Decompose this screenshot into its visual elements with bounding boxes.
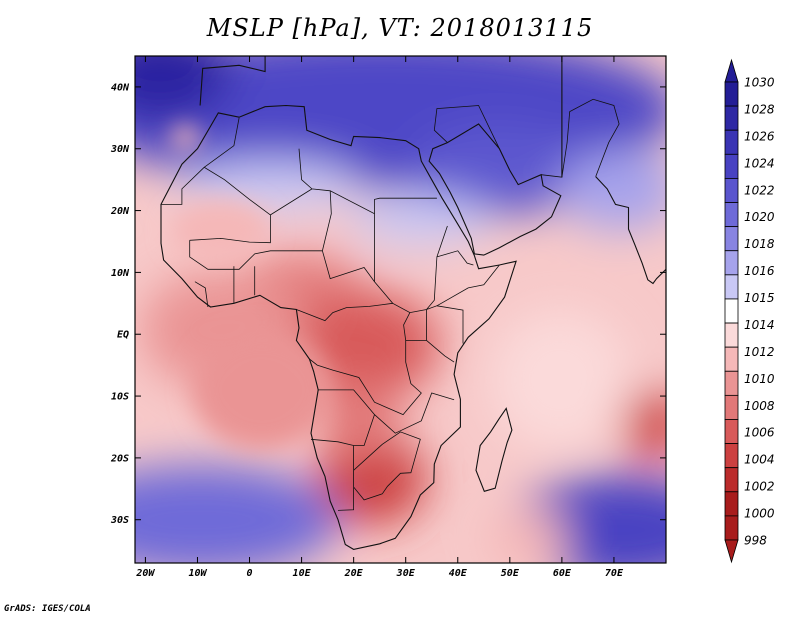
lon-tick-label: 10E xyxy=(293,568,312,579)
colorbar-swatch xyxy=(724,226,739,252)
arabia-coastline xyxy=(428,123,562,256)
colorbar-label: 1022 xyxy=(744,183,775,197)
colorbar-label: 1028 xyxy=(744,102,775,116)
colorbar-label: 1015 xyxy=(744,291,775,305)
lon-tick-label: 10W xyxy=(188,568,207,579)
madagascar-coastline xyxy=(475,407,513,492)
colorbar-label: 1008 xyxy=(744,399,775,413)
lon-tick-label: 20E xyxy=(344,568,364,579)
map-title: MSLP [hPa], VT: 2018013115 xyxy=(206,14,594,42)
lon-tick-label: 50E xyxy=(501,568,520,579)
colorbar-swatch xyxy=(724,443,739,469)
colorbar-label: 1024 xyxy=(744,156,775,170)
colorbar-swatch xyxy=(724,178,739,203)
colorbar-label: 1000 xyxy=(744,507,775,521)
country-borders xyxy=(161,98,620,511)
colorbar-swatch xyxy=(724,467,739,493)
europe-coastline xyxy=(135,56,266,106)
lat-tick-label: EQ xyxy=(117,330,129,341)
lon-tick-label: 40E xyxy=(449,568,468,579)
lat-tick-label: 20S xyxy=(110,453,129,464)
lon-tick-label: 30E xyxy=(396,568,416,579)
colorbar-label: 1010 xyxy=(744,372,775,386)
colorbar-swatch xyxy=(724,394,739,420)
colorbar-swatch xyxy=(724,250,739,276)
colorbar-label: 1030 xyxy=(744,76,775,90)
colorbar-swatch xyxy=(724,370,739,396)
lon-tick-label: 0 xyxy=(247,568,253,579)
axis-ticks: 40N 30N 20N 10N EQ 10S 20S 30S 20W 10W 0 10E 20E 30E 4… xyxy=(110,56,666,579)
lat-tick-label: 10S xyxy=(111,392,129,403)
india-coastline xyxy=(561,56,666,285)
colorbar-label: 1004 xyxy=(744,453,775,467)
colorbar-label: 1026 xyxy=(744,129,775,143)
grads-credit: GrADS: IGES/COLA xyxy=(4,604,91,614)
colorbar-swatch xyxy=(724,153,739,179)
colorbar-swatch xyxy=(724,129,739,155)
colorbar-label: 1016 xyxy=(744,264,775,278)
lat-tick-label: 30N xyxy=(110,144,130,155)
colorbar-swatch xyxy=(724,298,739,324)
colorbar-label: 1006 xyxy=(744,426,775,440)
colorbar-swatch xyxy=(724,81,739,107)
colorbar-swatch xyxy=(724,491,739,517)
lat-tick-label: 20N xyxy=(110,206,130,217)
colorbar: 1030 1028 1026 1024 1022 1020 1018 1016 1015 1014… xyxy=(724,58,775,564)
colorbar-label: 1012 xyxy=(744,345,775,359)
lat-tick-label: 10N xyxy=(111,268,130,279)
colorbar-swatch xyxy=(724,202,739,228)
colorbar-label: 998 xyxy=(744,534,767,548)
lat-tick-label: 40N xyxy=(111,82,130,93)
colorbar-swatch xyxy=(724,346,739,372)
colorbar-swatch xyxy=(724,105,739,131)
lon-tick-label: 60E xyxy=(553,568,572,579)
colorbar-swatch xyxy=(724,274,739,300)
pressure-field xyxy=(135,56,666,563)
colorbar-top-arrow xyxy=(724,58,739,83)
colorbar-swatch xyxy=(724,322,739,348)
colorbar-label: 1002 xyxy=(744,480,775,494)
colorbar-label: 1014 xyxy=(744,318,775,332)
colorbar-label: 1018 xyxy=(744,237,775,251)
lon-tick-label: 70E xyxy=(605,568,624,579)
coastlines xyxy=(135,56,666,550)
colorbar-label: 1020 xyxy=(744,210,775,224)
africa-coastline xyxy=(160,104,517,550)
map-frame xyxy=(134,55,667,564)
lat-tick-label: 30S xyxy=(110,515,129,526)
colorbar-swatch xyxy=(724,515,739,541)
field-blobs xyxy=(135,56,666,563)
colorbar-bottom-arrow xyxy=(724,539,739,564)
lon-tick-label: 20W xyxy=(135,568,155,579)
colorbar-swatch xyxy=(724,419,739,444)
